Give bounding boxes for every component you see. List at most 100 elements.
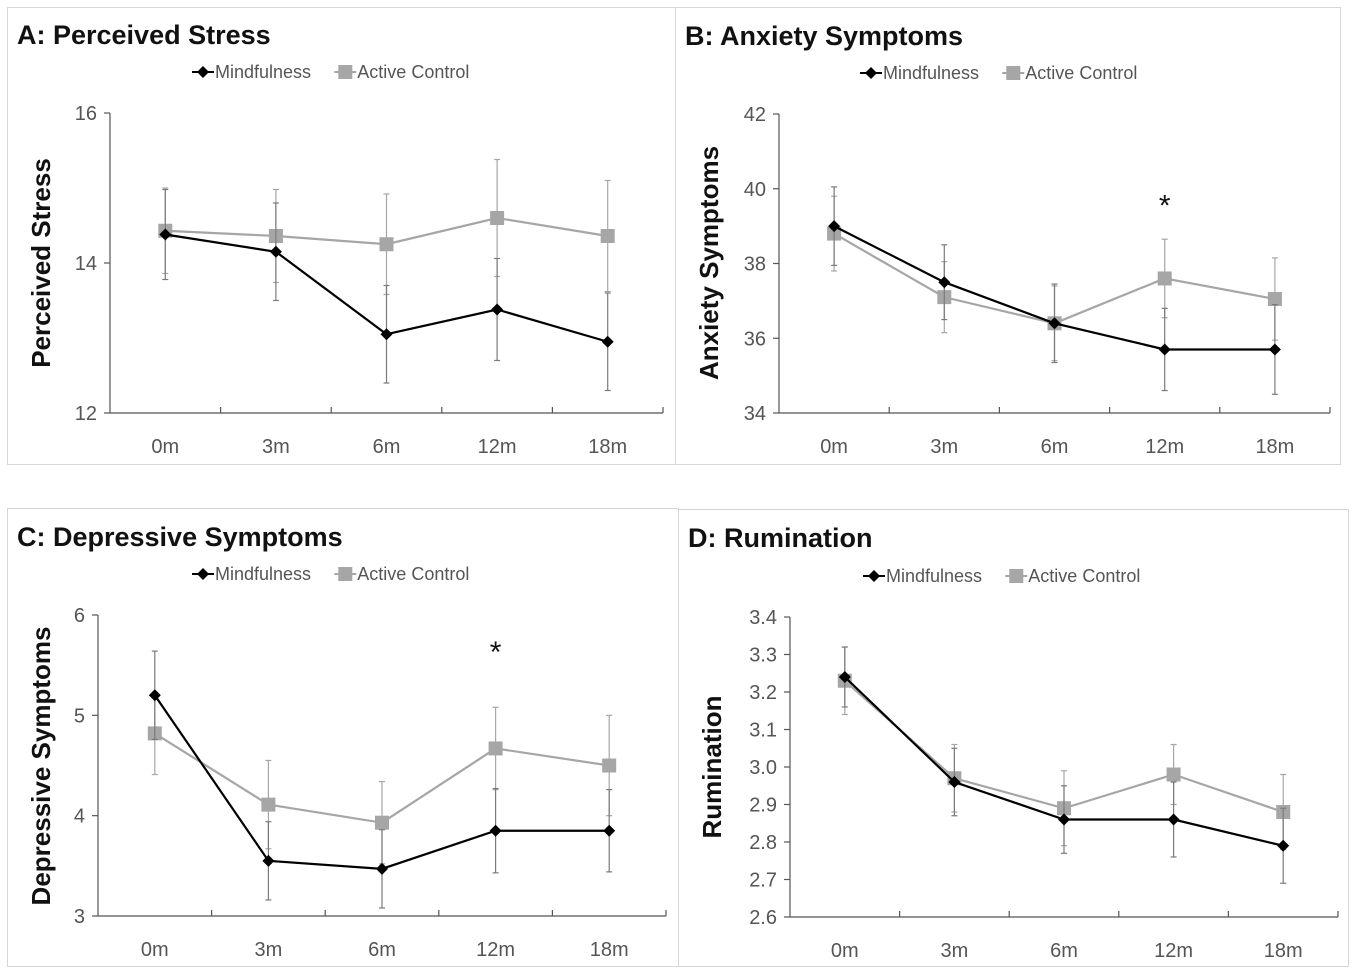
y-axis-label: Depressive Symptoms xyxy=(26,627,56,906)
legend-marker-icon xyxy=(868,570,880,582)
data-point xyxy=(602,758,617,773)
data-point xyxy=(376,862,388,875)
data-point xyxy=(488,741,503,756)
legend-label: Active Control xyxy=(357,62,469,82)
x-tick-label: 3m xyxy=(262,436,290,458)
chart-svg-d: D: Rumination Mindfulness Active Control Ru… xyxy=(688,523,1339,962)
y-tick-label: 40 xyxy=(744,179,766,201)
data-point xyxy=(491,303,504,316)
legend-label: Active Control xyxy=(1028,566,1140,586)
x-tick-label: 6m xyxy=(1050,940,1078,962)
y-tick-label: 42 xyxy=(744,104,766,126)
chart-panel-c: C: Depressive Symptoms Mindfulness Active … xyxy=(7,508,679,967)
data-point xyxy=(948,776,961,788)
data-point xyxy=(269,245,282,258)
data-point xyxy=(828,220,841,233)
chart-panel-d: D: Rumination Mindfulness Active Control Ru… xyxy=(678,509,1349,967)
data-point xyxy=(600,229,615,243)
x-tick-label: 0m xyxy=(831,940,859,962)
data-point xyxy=(838,671,851,683)
x-tick-label: 3m xyxy=(941,940,969,962)
legend-marker-icon xyxy=(1009,569,1024,583)
legend-item: Active Control xyxy=(334,564,469,584)
x-tick-label: 3m xyxy=(930,436,958,458)
y-tick-label: 3.2 xyxy=(749,682,777,704)
y-tick-label: 38 xyxy=(744,254,766,276)
y-tick-label: 34 xyxy=(744,403,766,425)
data-point xyxy=(375,815,389,830)
legend-marker-icon xyxy=(865,67,877,79)
chart-panel-b: B: Anxiety Symptoms Mindfulness Active Con… xyxy=(675,7,1341,465)
legend-label: Mindfulness xyxy=(886,566,982,586)
x-tick-label: 18m xyxy=(588,436,627,458)
legend-marker-icon xyxy=(1006,66,1021,80)
y-tick-label: 2.8 xyxy=(749,832,777,854)
data-point xyxy=(148,689,161,702)
data-point xyxy=(1048,317,1061,330)
x-tick-label: 18m xyxy=(1255,436,1294,458)
y-tick-label: 36 xyxy=(744,328,766,350)
series-mindfulness xyxy=(828,186,1281,395)
data-point xyxy=(1167,813,1180,826)
legend: Mindfulness Active Control xyxy=(192,564,469,584)
y-tick-label: 14 xyxy=(75,253,97,275)
chart-svg-c: C: Depressive Symptoms Mindfulness Active … xyxy=(17,522,667,961)
y-axis-label: Rumination xyxy=(697,696,727,839)
x-tick-label: 6m xyxy=(1041,436,1069,458)
legend-marker-icon xyxy=(338,65,353,79)
data-point xyxy=(1267,292,1282,307)
x-tick-label: 0m xyxy=(151,436,179,458)
x-tick-label: 6m xyxy=(373,436,401,458)
chart-svg-b: B: Anxiety Symptoms Mindfulness Active Con… xyxy=(685,21,1331,458)
data-point xyxy=(603,824,616,837)
chart-title: C: Depressive Symptoms xyxy=(17,522,343,552)
legend-item: Mindfulness xyxy=(192,62,311,82)
x-tick-label: 3m xyxy=(255,939,283,961)
legend-item: Active Control xyxy=(1002,63,1137,83)
y-tick-label: 3.3 xyxy=(749,645,777,667)
x-tick-label: 0m xyxy=(141,939,169,961)
y-axis-label: Perceived Stress xyxy=(26,158,56,368)
series-active-control xyxy=(158,158,615,296)
legend-label: Active Control xyxy=(1025,63,1137,83)
data-point xyxy=(379,237,394,252)
legend-label: Active Control xyxy=(357,564,469,584)
y-tick-label: 2.7 xyxy=(749,870,777,892)
x-tick-label: 12m xyxy=(1145,436,1184,458)
y-tick-label: 6 xyxy=(74,605,85,627)
legend: Mindfulness Active Control xyxy=(860,63,1137,83)
data-point xyxy=(262,854,275,867)
legend: Mindfulness Active Control xyxy=(863,566,1140,586)
data-point xyxy=(261,797,276,812)
y-tick-label: 3.4 xyxy=(749,607,777,629)
legend-label: Mindfulness xyxy=(883,63,979,83)
x-tick-label: 18m xyxy=(590,939,629,961)
y-axis-label: Anxiety Symptoms xyxy=(694,146,724,380)
legend-marker-icon xyxy=(338,567,353,581)
legend-item: Mindfulness xyxy=(860,63,979,83)
x-tick-label: 12m xyxy=(476,939,515,961)
series-mindfulness xyxy=(838,646,1290,884)
x-tick-label: 12m xyxy=(1154,940,1193,962)
y-tick-label: 2.6 xyxy=(749,907,777,929)
y-tick-label: 16 xyxy=(75,103,97,125)
data-point xyxy=(1277,839,1290,852)
x-tick-label: 12m xyxy=(478,436,517,458)
data-point xyxy=(938,276,951,289)
significance-marker: * xyxy=(1159,190,1171,223)
series-mindfulness xyxy=(148,650,616,909)
series-mindfulness xyxy=(159,188,614,392)
y-tick-label: 12 xyxy=(75,403,97,425)
data-point xyxy=(1166,767,1181,782)
axes: 12 14 16 0m 3m 6m 12m 18m xyxy=(75,103,664,458)
legend-item: Active Control xyxy=(1005,566,1140,586)
y-tick-label: 2.9 xyxy=(749,795,777,817)
data-point xyxy=(1268,343,1281,356)
legend-marker-icon xyxy=(197,66,209,78)
legend-label: Mindfulness xyxy=(215,564,311,584)
data-point xyxy=(490,211,505,225)
axes: 2.6 2.7 2.8 2.9 3.0 3.1 3.2 3.3 3.4 0m 3m 6m 12m 18m xyxy=(749,607,1339,962)
y-tick-label: 4 xyxy=(74,806,85,828)
chart-title: B: Anxiety Symptoms xyxy=(685,21,963,51)
data-point xyxy=(1157,271,1172,286)
